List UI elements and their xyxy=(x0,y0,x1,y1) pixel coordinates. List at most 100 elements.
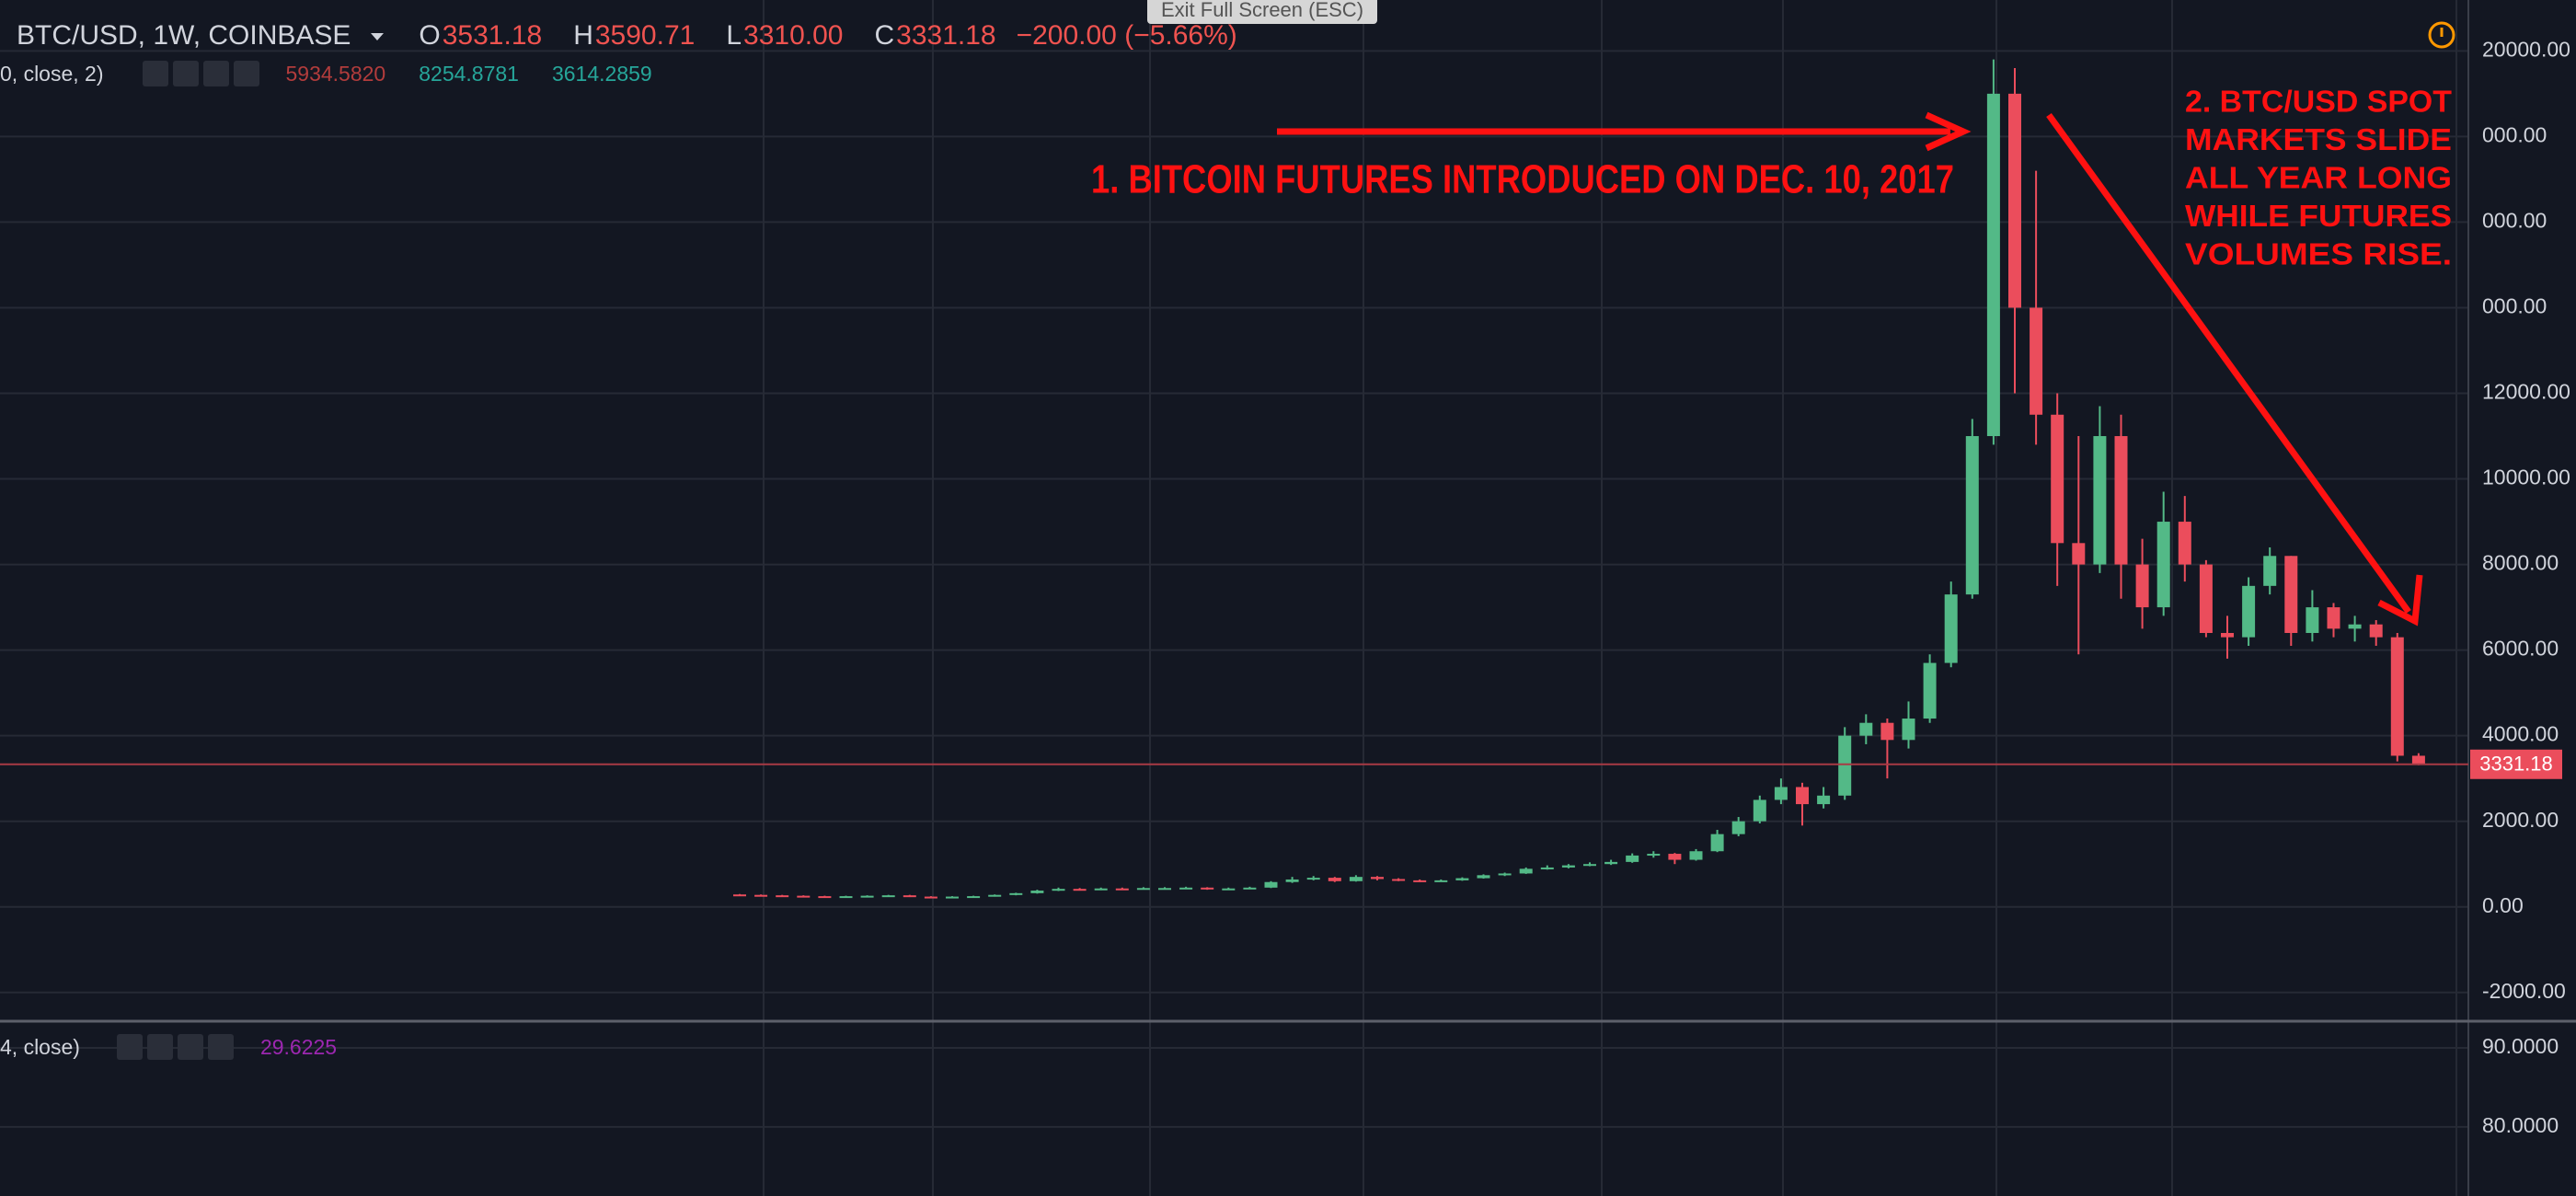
candle-body xyxy=(988,894,1002,897)
symbol-header: BTC/USD, 1W, COINBASE O 3531.18 H 3590.71 … xyxy=(17,20,1237,52)
annotation-1: 1. BITCOIN FUTURES INTRODUCED ON DEC. 10… xyxy=(1091,157,1954,202)
candle-body xyxy=(2390,637,2404,756)
candle-body xyxy=(1434,880,1448,882)
candle-body xyxy=(2030,307,2043,415)
candle-body xyxy=(1009,892,1023,895)
rsi-legend: 4, close) 29.6225 xyxy=(0,1034,370,1060)
ohlc-value: 3531.18 xyxy=(442,20,543,51)
annotation-2-line: 2. BTC/USD SPOT xyxy=(2185,85,2452,119)
candle-body xyxy=(1498,873,1512,876)
arrow-2-head xyxy=(2377,574,2423,627)
candle-body xyxy=(1285,879,1299,882)
ohlc-key: C xyxy=(874,20,895,51)
candle-body xyxy=(1583,864,1596,867)
candle-body xyxy=(797,895,811,898)
candle-body xyxy=(1306,878,1320,880)
dropdown-caret[interactable] xyxy=(371,33,384,40)
candle-body xyxy=(776,895,789,898)
y-tick-label: -2000.00 xyxy=(2482,979,2566,1003)
candle-body xyxy=(1030,891,1044,893)
warning-icon[interactable] xyxy=(2428,21,2455,49)
arrow-2 xyxy=(2046,112,2411,615)
candle-body xyxy=(2072,543,2086,565)
candle-body xyxy=(2008,93,2021,308)
indicator-icons[interactable] xyxy=(142,61,264,86)
rsi-tick-label: 90.0000 xyxy=(2482,1034,2559,1058)
candle-body xyxy=(2369,624,2383,638)
candle-body xyxy=(1944,594,1958,663)
candle-body xyxy=(2348,624,2362,629)
candle-body xyxy=(1052,889,1065,891)
candle-body xyxy=(1328,878,1341,881)
bb-value: 5934.5820 xyxy=(285,61,386,86)
bb-legend: 0, close, 2) 5934.5820 8254.8781 3614.28… xyxy=(0,61,685,86)
candle-body xyxy=(1455,878,1469,880)
candle-body xyxy=(1201,887,1214,890)
candle-body xyxy=(1604,861,1618,865)
y-tick-label: 6000.00 xyxy=(2482,637,2559,661)
candle-body xyxy=(1158,888,1171,891)
candle-body xyxy=(2221,633,2234,638)
candle-body xyxy=(733,894,746,897)
exit-fullscreen-button[interactable]: Exit Full Screen (ESC) xyxy=(1147,0,1377,24)
candle-body xyxy=(1179,887,1193,890)
candle-body xyxy=(1965,436,1979,595)
candle-body xyxy=(2284,556,2298,634)
candle-body xyxy=(1540,867,1554,869)
candle-body xyxy=(1222,888,1236,891)
ohlc-key: H xyxy=(573,20,593,51)
arrow-1-head xyxy=(1925,111,1972,152)
ohlc-value: 3310.00 xyxy=(743,20,844,51)
candle-body xyxy=(2051,414,2064,544)
y-tick-label: 000.00 xyxy=(2482,122,2547,146)
candle-body xyxy=(1817,795,1831,805)
candle-body xyxy=(1902,719,1915,741)
candle-body xyxy=(1774,787,1788,800)
bb-value: 3614.2859 xyxy=(551,61,652,86)
candle-body xyxy=(839,896,853,899)
y-tick-label: 000.00 xyxy=(2482,294,2547,318)
candle-body xyxy=(818,896,832,899)
candle-body xyxy=(1710,834,1724,852)
candle-body xyxy=(1986,93,2000,437)
y-tick-label: 2000.00 xyxy=(2482,808,2559,832)
candle-body xyxy=(2242,585,2256,638)
annotation-2-line: MARKETS SLIDE xyxy=(2185,122,2452,156)
rsi-value: 29.6225 xyxy=(259,1034,338,1059)
candle-body xyxy=(1796,787,1809,805)
bb-value: 8254.8781 xyxy=(419,61,519,86)
candle-body xyxy=(2199,564,2213,634)
candle-body xyxy=(1073,889,1087,891)
candle-body xyxy=(1115,888,1129,891)
rsi-label[interactable]: 4, close) xyxy=(0,1034,80,1059)
rsi-tick-label: 80.0000 xyxy=(2482,1113,2559,1137)
candle-body xyxy=(2263,556,2277,586)
bb-label[interactable]: 0, close, 2) xyxy=(0,61,104,86)
y-tick-label: 000.00 xyxy=(2482,209,2547,233)
candle-body xyxy=(1753,799,1766,822)
candle-body xyxy=(1094,888,1108,891)
candle-body xyxy=(1561,865,1575,868)
candle-body xyxy=(754,894,768,897)
y-tick-label: 20000.00 xyxy=(2482,37,2570,61)
candle-body xyxy=(1519,868,1533,874)
last-price-box xyxy=(2470,749,2562,779)
candle-body xyxy=(1859,722,1873,736)
candle-body xyxy=(1243,887,1257,890)
candle-body xyxy=(2135,564,2149,608)
symbol[interactable]: BTC/USD, 1W, COINBASE xyxy=(17,20,351,51)
candle-body xyxy=(1668,854,1682,860)
indicator-icons[interactable] xyxy=(116,1034,238,1060)
ohlc-key: L xyxy=(726,20,742,51)
candle-body xyxy=(2093,436,2107,565)
y-tick-label: 8000.00 xyxy=(2482,551,2559,575)
y-tick-label: 4000.00 xyxy=(2482,722,2559,746)
annotations: 1. BITCOIN FUTURES INTRODUCED ON DEC. 10… xyxy=(1091,85,2452,627)
candle-body xyxy=(1923,662,1937,719)
candle-body xyxy=(1838,735,1852,796)
candle-body xyxy=(903,895,916,898)
candle-body xyxy=(967,896,981,899)
y-tick-label: 10000.00 xyxy=(2482,466,2570,489)
